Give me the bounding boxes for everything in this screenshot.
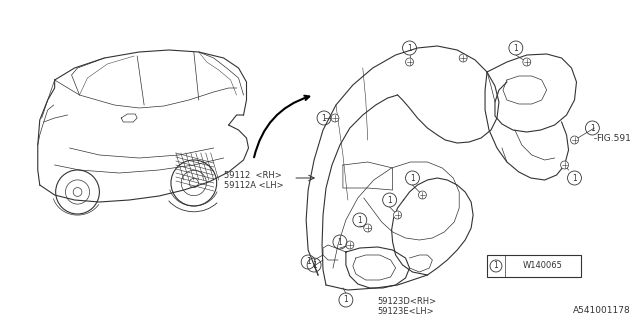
Text: 1: 1 <box>410 173 415 182</box>
Text: A541001178: A541001178 <box>573 306 631 315</box>
Text: 1: 1 <box>387 196 392 204</box>
Circle shape <box>561 161 568 169</box>
Text: 1: 1 <box>407 44 412 52</box>
Text: 1: 1 <box>344 295 348 305</box>
Circle shape <box>460 54 467 62</box>
Circle shape <box>346 241 354 249</box>
Text: 1: 1 <box>337 237 342 246</box>
Text: W140065: W140065 <box>523 261 563 270</box>
Circle shape <box>419 191 426 199</box>
Text: 1: 1 <box>590 124 595 132</box>
Circle shape <box>406 58 413 66</box>
Text: 1: 1 <box>312 260 316 269</box>
Text: 59112A <LH>: 59112A <LH> <box>223 180 284 189</box>
Text: 1: 1 <box>572 173 577 182</box>
Text: 1: 1 <box>493 261 499 270</box>
Text: 1: 1 <box>322 114 326 123</box>
Circle shape <box>331 114 339 122</box>
Text: 59123E<LH>: 59123E<LH> <box>378 308 435 316</box>
Circle shape <box>364 224 372 232</box>
Circle shape <box>523 58 531 66</box>
Bar <box>487 255 582 277</box>
Text: 1: 1 <box>357 215 362 225</box>
Circle shape <box>570 136 579 144</box>
Text: 59123D<RH>: 59123D<RH> <box>378 298 437 307</box>
FancyArrowPatch shape <box>254 96 309 157</box>
Text: 1: 1 <box>513 44 518 52</box>
Circle shape <box>394 211 401 219</box>
Text: FIG.591: FIG.591 <box>596 133 631 142</box>
Text: 1: 1 <box>306 258 310 267</box>
Text: 59112  <RH>: 59112 <RH> <box>223 171 282 180</box>
